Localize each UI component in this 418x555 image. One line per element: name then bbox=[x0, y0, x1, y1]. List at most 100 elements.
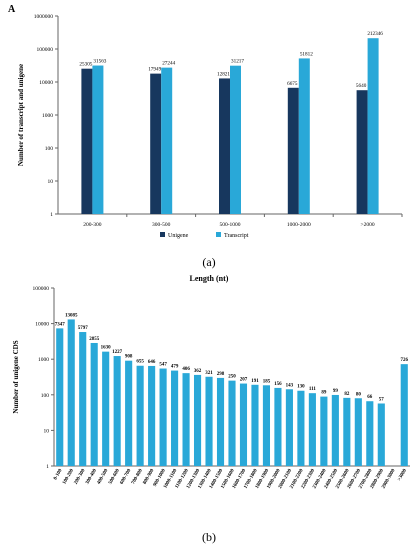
y-tick-label: 10 bbox=[48, 179, 54, 185]
bar-unigene bbox=[219, 78, 230, 215]
bar-cds bbox=[262, 385, 271, 466]
chart-a: A 1 10 100 1000 10000 100000 1000000 Number of t… bbox=[8, 4, 403, 269]
bar-cds bbox=[148, 365, 156, 466]
data-label: 13085 bbox=[65, 313, 78, 318]
data-label: 646 bbox=[148, 360, 156, 365]
bar-cds bbox=[320, 396, 328, 466]
bar-transcript bbox=[367, 38, 379, 214]
data-label: 5640 bbox=[356, 83, 367, 89]
caption-b: (b) bbox=[202, 530, 216, 544]
bar-cds bbox=[297, 390, 305, 466]
chart-title-b: Length (nt) bbox=[190, 274, 229, 283]
data-label: 321 bbox=[205, 371, 213, 376]
y-axis-title: Number of transcript and unigene bbox=[17, 64, 25, 166]
data-label: 5797 bbox=[78, 326, 89, 331]
bar-cds bbox=[343, 397, 351, 466]
x-tick-label: 500-1000 bbox=[219, 222, 240, 228]
bar-cds bbox=[308, 393, 316, 466]
bar-cds bbox=[331, 394, 339, 466]
legend-swatch-unigene bbox=[160, 232, 165, 237]
data-label: 25305 bbox=[79, 62, 92, 68]
bar-cds bbox=[102, 351, 110, 466]
bar-cds bbox=[251, 384, 259, 466]
bar-cds bbox=[205, 376, 213, 466]
data-label: 1227 bbox=[112, 350, 123, 355]
y-tick-label: 1 bbox=[50, 212, 53, 218]
x-tick-label: >2000 bbox=[361, 222, 375, 228]
data-label: 66 bbox=[367, 395, 373, 400]
data-label: 207 bbox=[240, 378, 248, 383]
data-label: 191 bbox=[251, 379, 259, 384]
bar-transcript bbox=[92, 65, 104, 214]
bar-cds bbox=[182, 373, 190, 466]
data-label: 6675 bbox=[287, 81, 298, 87]
data-label: 89 bbox=[321, 391, 327, 396]
x-tick-label: 1000-2000 bbox=[287, 222, 311, 228]
caption-a: (a) bbox=[202, 255, 215, 269]
data-label: 2855 bbox=[89, 337, 100, 342]
data-label: 250 bbox=[228, 375, 236, 380]
data-label: 298 bbox=[217, 372, 225, 377]
y-tick-label: 10 bbox=[44, 428, 50, 434]
data-label: 51812 bbox=[300, 51, 313, 57]
bar-cds bbox=[285, 389, 293, 466]
data-label: 726 bbox=[401, 358, 409, 363]
data-label: 7347 bbox=[55, 322, 66, 327]
data-label: 655 bbox=[136, 360, 144, 365]
bar-cds bbox=[239, 383, 248, 466]
data-label: 362 bbox=[194, 369, 202, 374]
bar-cds bbox=[400, 364, 408, 466]
bar-transcript bbox=[161, 67, 173, 214]
data-label: 27244 bbox=[162, 61, 175, 67]
panel-label-a: A bbox=[8, 4, 16, 15]
data-label: 130 bbox=[297, 385, 305, 390]
bar-cds bbox=[90, 342, 98, 466]
bar-transcript bbox=[230, 65, 241, 214]
y-tick-label: 1000 bbox=[42, 113, 53, 119]
data-label: 57 bbox=[379, 397, 385, 402]
bar-unigene bbox=[287, 87, 299, 214]
data-label: 12821 bbox=[217, 71, 230, 77]
data-label: 1630 bbox=[101, 346, 112, 351]
bar-cds bbox=[228, 380, 236, 466]
y-tick-label: 100 bbox=[41, 393, 50, 399]
data-label: 908 bbox=[125, 355, 133, 360]
bar-cds bbox=[354, 398, 362, 466]
bar-cds bbox=[274, 387, 282, 466]
bar-cds bbox=[56, 328, 64, 466]
data-label: 185 bbox=[263, 379, 271, 384]
x-tick-label: 300-500 bbox=[152, 222, 171, 228]
data-label: 212346 bbox=[367, 31, 383, 37]
bar-unigene bbox=[356, 90, 368, 214]
data-label: 406 bbox=[182, 367, 190, 372]
data-label: 80 bbox=[356, 392, 362, 397]
data-label: 479 bbox=[171, 365, 179, 370]
x-tick-label: 0-100 bbox=[53, 468, 63, 481]
y-tick-label: 10000 bbox=[35, 322, 49, 328]
bar-cds bbox=[125, 360, 133, 466]
bar-transcript bbox=[298, 58, 310, 214]
bar-cds bbox=[159, 368, 167, 466]
x-tick-label: 200-300 bbox=[83, 222, 102, 228]
data-label: 31563 bbox=[93, 59, 106, 65]
y-tick-label: 100000 bbox=[33, 286, 50, 292]
y-tick-label: 1000 bbox=[38, 357, 49, 363]
y-tick-label: 100000 bbox=[37, 47, 54, 53]
data-label: 111 bbox=[309, 387, 316, 392]
legend-swatch-transcript bbox=[216, 232, 221, 237]
bar-cds bbox=[366, 401, 374, 466]
y-tick-label: 100 bbox=[45, 146, 54, 152]
data-label: 99 bbox=[333, 389, 339, 394]
y-tick-label: 10000 bbox=[39, 80, 53, 86]
bar-unigene bbox=[150, 73, 162, 214]
bar-cds bbox=[216, 377, 225, 466]
y-tick-label: 1 bbox=[46, 464, 49, 470]
data-label: 82 bbox=[344, 392, 350, 397]
data-label: 547 bbox=[159, 363, 167, 368]
data-label: 31217 bbox=[231, 59, 244, 65]
x-tick-label: >3000 bbox=[397, 468, 408, 482]
chart-b: Length (nt) 1 10 100 1000 10000 100000 Number o… bbox=[12, 274, 410, 544]
bar-cds bbox=[171, 370, 179, 466]
